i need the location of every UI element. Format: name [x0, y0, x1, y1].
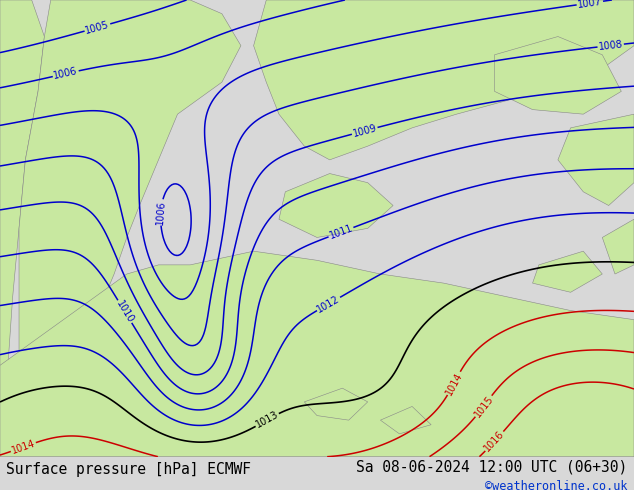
Polygon shape [304, 388, 368, 420]
Text: 1015: 1015 [472, 393, 495, 419]
Polygon shape [0, 251, 634, 457]
Polygon shape [533, 251, 602, 292]
Polygon shape [380, 406, 431, 434]
Text: 1012: 1012 [315, 294, 342, 315]
Text: 1013: 1013 [254, 410, 280, 430]
Text: 1014: 1014 [10, 438, 37, 456]
Text: 1007: 1007 [577, 0, 603, 10]
Text: 1016: 1016 [482, 429, 507, 454]
Text: Surface pressure [hPa] ECMWF: Surface pressure [hPa] ECMWF [6, 462, 251, 477]
Polygon shape [254, 0, 634, 160]
Text: ©weatheronline.co.uk: ©weatheronline.co.uk [485, 480, 628, 490]
Polygon shape [0, 0, 44, 457]
Text: 1005: 1005 [84, 19, 110, 36]
Polygon shape [19, 0, 241, 434]
Polygon shape [602, 219, 634, 274]
Text: 1008: 1008 [598, 39, 623, 52]
Text: 1014: 1014 [444, 370, 464, 396]
Polygon shape [279, 173, 393, 238]
Polygon shape [558, 114, 634, 205]
Text: 1011: 1011 [328, 223, 354, 241]
Polygon shape [495, 37, 621, 114]
Text: 1009: 1009 [352, 123, 378, 139]
Text: 1006: 1006 [155, 200, 167, 225]
Text: Sa 08-06-2024 12:00 UTC (06+30): Sa 08-06-2024 12:00 UTC (06+30) [356, 459, 628, 474]
Text: 1006: 1006 [53, 66, 79, 81]
Text: 1010: 1010 [114, 298, 136, 325]
